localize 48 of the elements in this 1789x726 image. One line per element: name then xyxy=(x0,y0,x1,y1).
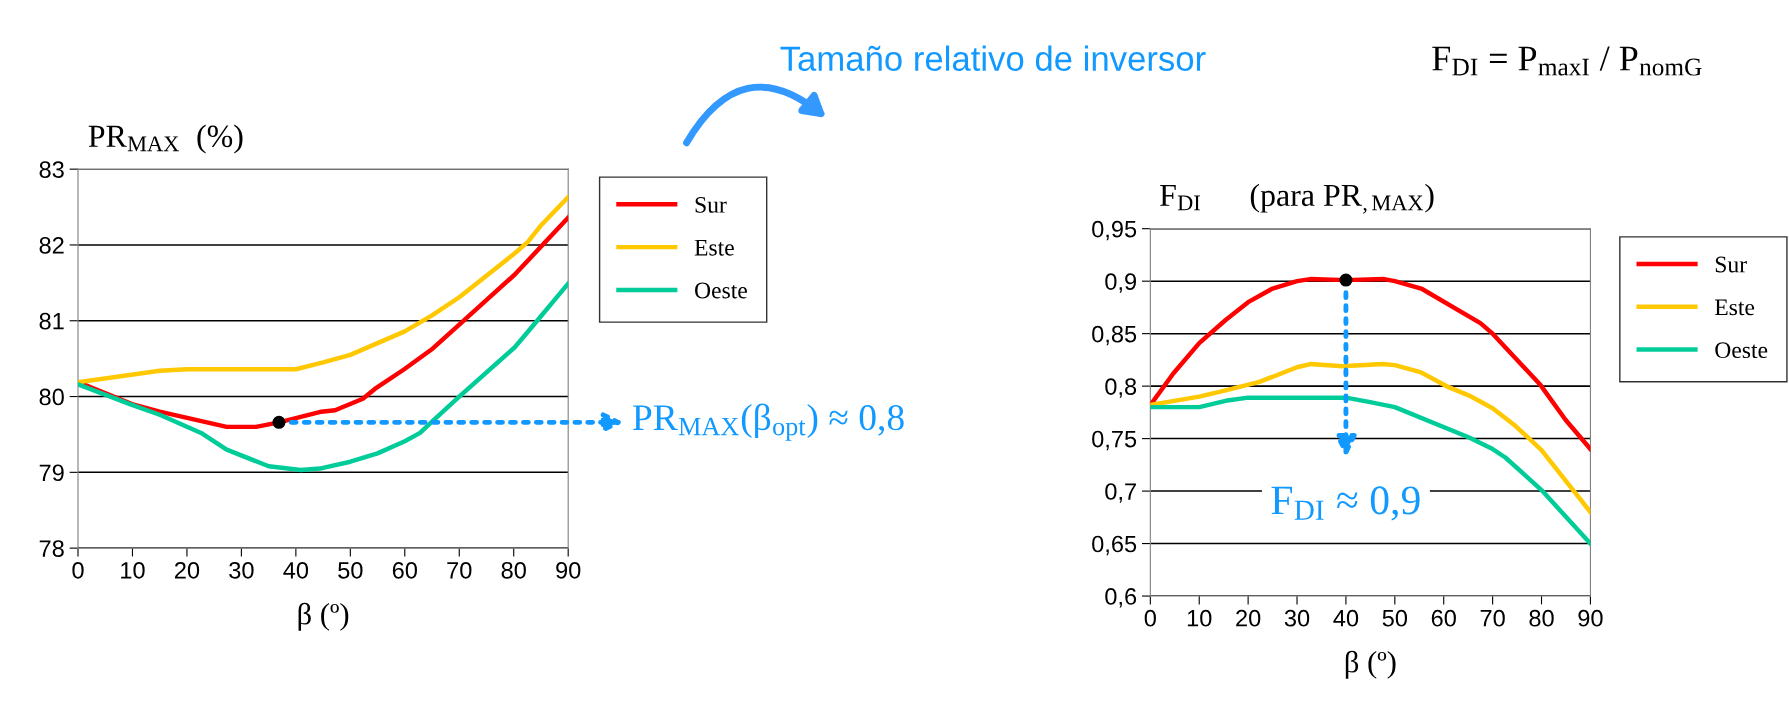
x-tick-label: 80 xyxy=(1529,609,1554,627)
x-tick-label: 60 xyxy=(392,561,417,579)
annotation: F$_{DI}$ ≈ 0,9 xyxy=(1271,486,1420,521)
x-tick-label: 90 xyxy=(1578,609,1603,627)
y-tick-label: 78 xyxy=(39,540,64,557)
y-tick-label: 0,6 xyxy=(1105,588,1137,608)
text: F$_{DI}$ = P$_{maxI}$ / P$_{nomG}$ xyxy=(1432,46,1702,76)
y-tick-label: 0,75 xyxy=(1092,430,1137,451)
x-axis-title: β (º) xyxy=(1345,650,1396,679)
x-tick-label: 10 xyxy=(121,561,145,579)
legend-label: Este xyxy=(694,239,734,256)
y-tick-label: 0,8 xyxy=(1105,378,1137,398)
y-tick-label: 0,95 xyxy=(1092,220,1137,241)
y-tick-label: 0,85 xyxy=(1092,325,1137,346)
legend-label: Sur xyxy=(1715,256,1747,273)
x-tick-label: 0 xyxy=(1144,609,1156,627)
y-tick-label: 0,7 xyxy=(1105,483,1136,503)
x-tick-label: 40 xyxy=(283,561,309,579)
x-tick-label: 80 xyxy=(501,561,526,579)
x-tick-label: 30 xyxy=(229,561,254,579)
y-tick-label: 0,9 xyxy=(1105,273,1137,293)
chart-title: Tamaño relativo de inversor xyxy=(780,45,1206,72)
y-tick-label: 82 xyxy=(39,237,64,254)
y-tick-label: 83 xyxy=(39,161,64,178)
x-tick-label: 50 xyxy=(1382,609,1408,627)
x-tick-label: 20 xyxy=(174,561,200,579)
legend-label: Oeste xyxy=(695,282,747,299)
x-tick-label: 10 xyxy=(1187,609,1212,627)
legend-label: Sur xyxy=(695,196,727,213)
x-tick-label: 40 xyxy=(1333,609,1359,627)
y-tick-label: 81 xyxy=(39,312,64,330)
x-tick-label: 90 xyxy=(556,561,581,579)
x-tick-label: 60 xyxy=(1431,609,1456,627)
x-axis-title: β (º) xyxy=(298,602,349,631)
y-tick-label: 80 xyxy=(39,388,64,406)
x-tick-label: 20 xyxy=(1236,609,1261,627)
y-tick-label: 79 xyxy=(39,464,64,482)
legend-label: Este xyxy=(1714,299,1755,316)
x-tick-label: 0 xyxy=(72,561,84,579)
x-tick-label: 70 xyxy=(1480,609,1505,627)
legend-label: Oeste xyxy=(1715,342,1768,359)
x-tick-label: 30 xyxy=(1284,609,1310,627)
annotation: PR$_{MAX}$(β$_{opt}$) ≈ 0,8 xyxy=(632,403,904,441)
text: F$_{DI}$ (para PR$_{,MAX}$) xyxy=(1160,183,1434,214)
x-tick-label: 50 xyxy=(338,561,363,579)
x-tick-label: 70 xyxy=(447,561,472,579)
y-tick-label: 0,65 xyxy=(1092,535,1137,556)
y-axis-title: PR$_{MAX}$ (%) xyxy=(88,124,243,154)
